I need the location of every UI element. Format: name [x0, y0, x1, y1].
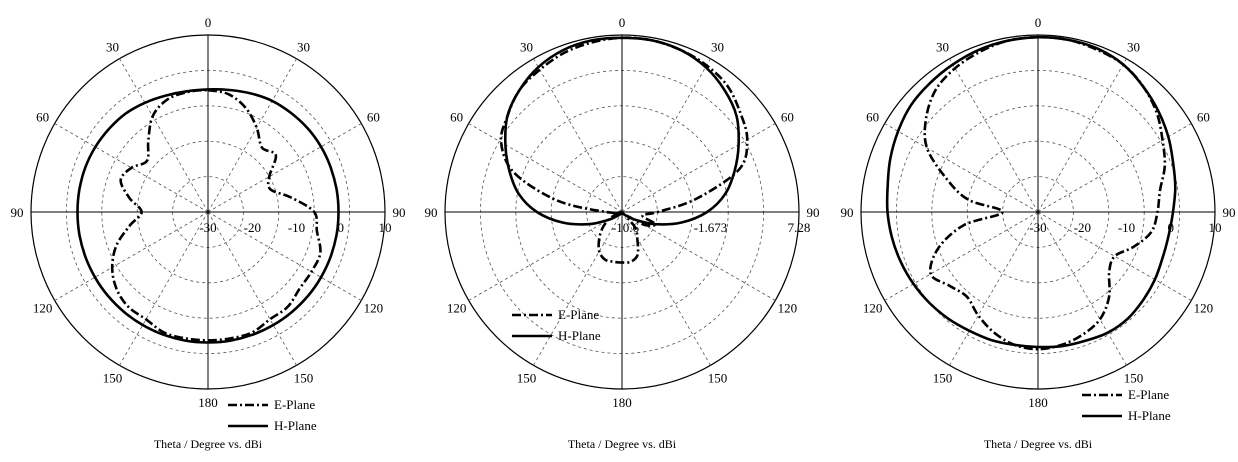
angle-tick-label: 180	[1028, 395, 1048, 410]
angle-tick-label: 30	[297, 40, 310, 55]
polar-chart-1: 0 30 60 90 120 150 180 150 120 90 60 30 -30 -20 -10 0 10…	[11, 15, 406, 451]
angle-tick-label: 180	[198, 395, 218, 410]
angle-tick-label: 30	[1127, 40, 1140, 55]
angle-tick-label: 150	[103, 370, 123, 385]
grid-spoke	[533, 58, 623, 213]
legend-label: E-Plane	[1128, 387, 1169, 402]
radial-tick-label: -1.673	[694, 220, 728, 235]
angle-tick-label: 0	[619, 15, 626, 30]
grid-spoke	[949, 58, 1039, 213]
angle-tick-label: 90	[841, 205, 854, 220]
angle-tick-label: 60	[36, 110, 49, 125]
radial-tick-label: 7.28	[788, 220, 811, 235]
angle-tick-label: 120	[863, 301, 883, 316]
angle-tick-label: 120	[447, 301, 467, 316]
angle-tick-label: 30	[711, 40, 724, 55]
radial-tick-label: 0	[338, 220, 345, 235]
legend-label: E-Plane	[558, 307, 599, 322]
radial-tick-label: -30	[199, 220, 216, 235]
angle-tick-label: 150	[1124, 370, 1144, 385]
legend: E-Plane H-Plane	[512, 307, 601, 343]
angle-tick-label: 120	[778, 301, 798, 316]
angle-tick-label: 180	[612, 395, 632, 410]
angle-tick-label: 90	[11, 205, 24, 220]
grid-spoke	[207, 58, 297, 213]
series-h-plane-curve	[76, 88, 340, 344]
grid-spoke	[468, 123, 623, 213]
angle-tick-label: 150	[517, 370, 537, 385]
angle-tick-label: 60	[866, 110, 879, 125]
angle-tick-label: 60	[781, 110, 794, 125]
legend-label: H-Plane	[558, 328, 601, 343]
radial-tick-label: -20	[244, 220, 261, 235]
angle-tick-label: 90	[425, 205, 438, 220]
angle-tick-label: 90	[807, 205, 820, 220]
radial-tick-label: -10	[288, 220, 305, 235]
angle-tick-label: 150	[933, 370, 953, 385]
chart-caption: Theta / Degree vs. dBi	[568, 437, 677, 451]
grid-spoke	[949, 211, 1039, 366]
angle-tick-label: 120	[1194, 301, 1214, 316]
angle-tick-label: 90	[393, 205, 406, 220]
angle-tick-label: 30	[520, 40, 533, 55]
series-e-plane-curve	[499, 36, 749, 264]
angle-tick-label: 0	[1035, 15, 1042, 30]
angle-tick-label: 0	[205, 15, 212, 30]
chart-caption: Theta / Degree vs. dBi	[154, 437, 263, 451]
grid-spoke	[119, 58, 209, 213]
angle-tick-label: 60	[450, 110, 463, 125]
radial-tick-label: 10	[379, 220, 392, 235]
series-h-plane-curve	[503, 36, 741, 226]
grid-spoke	[621, 58, 711, 213]
angle-tick-label: 120	[33, 301, 53, 316]
radial-tick-label: -20	[1074, 220, 1091, 235]
legend-label: E-Plane	[274, 397, 315, 412]
legend-label: H-Plane	[1128, 408, 1171, 423]
series-e-plane-curve	[110, 88, 322, 342]
radial-tick-label: -30	[1029, 220, 1046, 235]
legend-label: H-Plane	[274, 418, 317, 433]
radial-tick-label: -10	[1118, 220, 1135, 235]
angle-tick-label: 120	[364, 301, 384, 316]
series-h-plane-curve	[885, 35, 1177, 349]
series-e-plane-curve	[923, 35, 1167, 351]
chart-caption: Theta / Degree vs. dBi	[984, 437, 1093, 451]
legend: E-Plane H-Plane	[228, 397, 317, 433]
angle-tick-label: 30	[106, 40, 119, 55]
angle-tick-label: 90	[1223, 205, 1236, 220]
grid-spoke	[1037, 58, 1127, 213]
radial-tick-label: 10	[1209, 220, 1222, 235]
angle-tick-label: 150	[294, 370, 314, 385]
legend: E-Plane H-Plane	[1082, 387, 1171, 423]
grid-spoke	[468, 211, 623, 301]
angle-tick-label: 60	[1197, 110, 1210, 125]
angle-tick-label: 60	[367, 110, 380, 125]
angle-tick-label: 150	[708, 370, 728, 385]
grid-spoke	[884, 123, 1039, 213]
angle-tick-label: 30	[936, 40, 949, 55]
